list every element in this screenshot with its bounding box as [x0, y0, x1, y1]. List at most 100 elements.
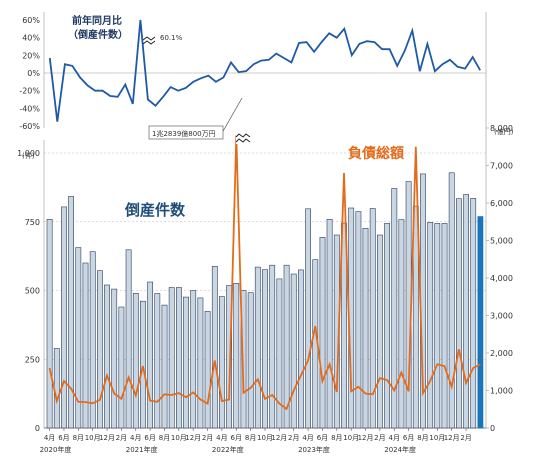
count-unit: (件): [22, 151, 35, 160]
debt-series-label: 負債総額: [348, 145, 404, 162]
x-tick-label: 6月: [317, 434, 328, 442]
bar: [46, 219, 53, 429]
bar: [233, 283, 240, 429]
yoy-y-tick-label: 40%: [22, 34, 40, 43]
x-tick-label: 4月: [130, 434, 141, 442]
bankruptcy-chart: 0 250 500 750 1,000 0 1,000 2,000 3,000 4,000 5,0…: [17, 97, 514, 454]
x-tick-label: 10月: [171, 434, 187, 442]
yoy-y-tick-label: -60%: [19, 122, 40, 131]
bar: [168, 287, 175, 429]
x-tick-label: 6月: [144, 434, 155, 442]
x-tick-label: 12月: [99, 434, 115, 442]
year-labels: 2020年度 2021年度 2022年度 2023年度 2024年度: [40, 445, 416, 454]
x-tick-label: 4月: [44, 434, 55, 442]
bar: [448, 172, 455, 429]
bar: [118, 306, 125, 429]
bar: [463, 194, 469, 429]
count-y-ticks: 0 250 500 750 1,000: [17, 149, 40, 433]
yoy-y-ticks: 60% 40% 20% 0% -20% -40% -60%: [19, 16, 40, 131]
bar: [434, 223, 441, 429]
bar: [53, 348, 60, 429]
bar: [254, 266, 261, 429]
bar: [240, 290, 247, 429]
x-tick-label: 8月: [159, 434, 170, 442]
bar: [183, 296, 189, 429]
bar: [61, 206, 67, 429]
debt-y-tick-label: 5,000: [490, 237, 513, 246]
count-y-tick-label: 1,000: [17, 149, 40, 158]
year-label: 2023年度: [298, 445, 330, 454]
bar: [147, 281, 153, 429]
debt-y-tick-label: 8,000: [490, 124, 513, 133]
yoy-peak-label: 60.1%: [160, 34, 183, 42]
bar: [477, 216, 484, 429]
debt-annotation-box: 1兆2839億800万円: [148, 97, 243, 140]
debt-y-tick-label: 6,000: [490, 199, 513, 208]
x-tick-label: 10月: [257, 434, 273, 442]
yoy-subtitle: （倒産件数）: [68, 28, 128, 41]
bar: [412, 205, 419, 429]
bar: [262, 269, 268, 429]
x-tick-label: 10月: [429, 434, 445, 442]
bar: [125, 249, 132, 429]
debt-y-tick-label: 7,000: [490, 162, 513, 171]
yoy-break-mark: [142, 36, 156, 45]
bar: [68, 196, 74, 429]
debt-annotation: 1兆2839億800万円: [152, 129, 216, 138]
count-y-tick-label: 750: [25, 218, 40, 227]
bar: [470, 198, 477, 429]
debt-y-tick-label: 0: [490, 424, 495, 433]
x-tick-label: 8月: [245, 434, 256, 442]
x-tick-label: 12月: [271, 434, 287, 442]
bar: [211, 265, 218, 429]
bar: [97, 270, 103, 429]
bar: [398, 219, 405, 429]
bar: [341, 222, 347, 429]
year-label: 2021年度: [126, 445, 158, 454]
bar: [326, 219, 333, 429]
x-tick-label: 2月: [460, 434, 471, 442]
x-tick-label: 8月: [331, 434, 342, 442]
yoy-series-line: [48, 19, 481, 122]
x-tick-label: 4月: [216, 434, 227, 442]
bar: [369, 208, 376, 429]
bar: [297, 269, 304, 429]
count-y-tick-label: 0: [35, 424, 40, 433]
yoy-y-tick-label: 20%: [22, 51, 40, 60]
x-tick-label: 6月: [403, 434, 414, 442]
debt-y-tick-label: 3,000: [490, 312, 513, 321]
yoy-y-tick-label: -20%: [19, 87, 40, 96]
bar: [140, 300, 146, 429]
bar: [455, 198, 462, 429]
debt-unit: (億円): [494, 127, 514, 136]
x-tick-label: 12月: [444, 434, 460, 442]
bar: [161, 304, 168, 429]
year-label: 2020年度: [40, 445, 72, 454]
x-tick-label: 10月: [85, 434, 101, 442]
x-tick-label: 2月: [116, 434, 127, 442]
debt-y-tick-label: 2,000: [490, 349, 513, 358]
count-series-label: 倒産件数: [124, 201, 186, 219]
bar: [305, 208, 311, 429]
bar: [219, 296, 225, 429]
bar: [319, 237, 326, 429]
year-label: 2022年度: [212, 445, 244, 454]
x-tick-label: 8月: [73, 434, 84, 442]
yoy-y-tick-label: 0%: [27, 69, 40, 78]
count-y-tick-label: 250: [25, 355, 40, 364]
x-tick-label: 2月: [288, 434, 299, 442]
count-y-tick-label: 500: [25, 287, 40, 296]
bar: [355, 211, 362, 429]
bar: [247, 292, 254, 429]
x-tick-label: 10月: [343, 434, 359, 442]
yoy-title: 前年同月比: [72, 14, 122, 27]
x-tick-label: 4月: [302, 434, 313, 442]
bar: [82, 262, 89, 429]
bar: [111, 288, 118, 429]
yoy-y-tick-label: 60%: [22, 16, 40, 25]
yoy-chart: 60% 40% 20% 0% -20% -40% -60% 前年同月比 （倒産件数） 60.…: [19, 12, 487, 428]
bar: [290, 273, 297, 429]
bar: [204, 311, 211, 429]
